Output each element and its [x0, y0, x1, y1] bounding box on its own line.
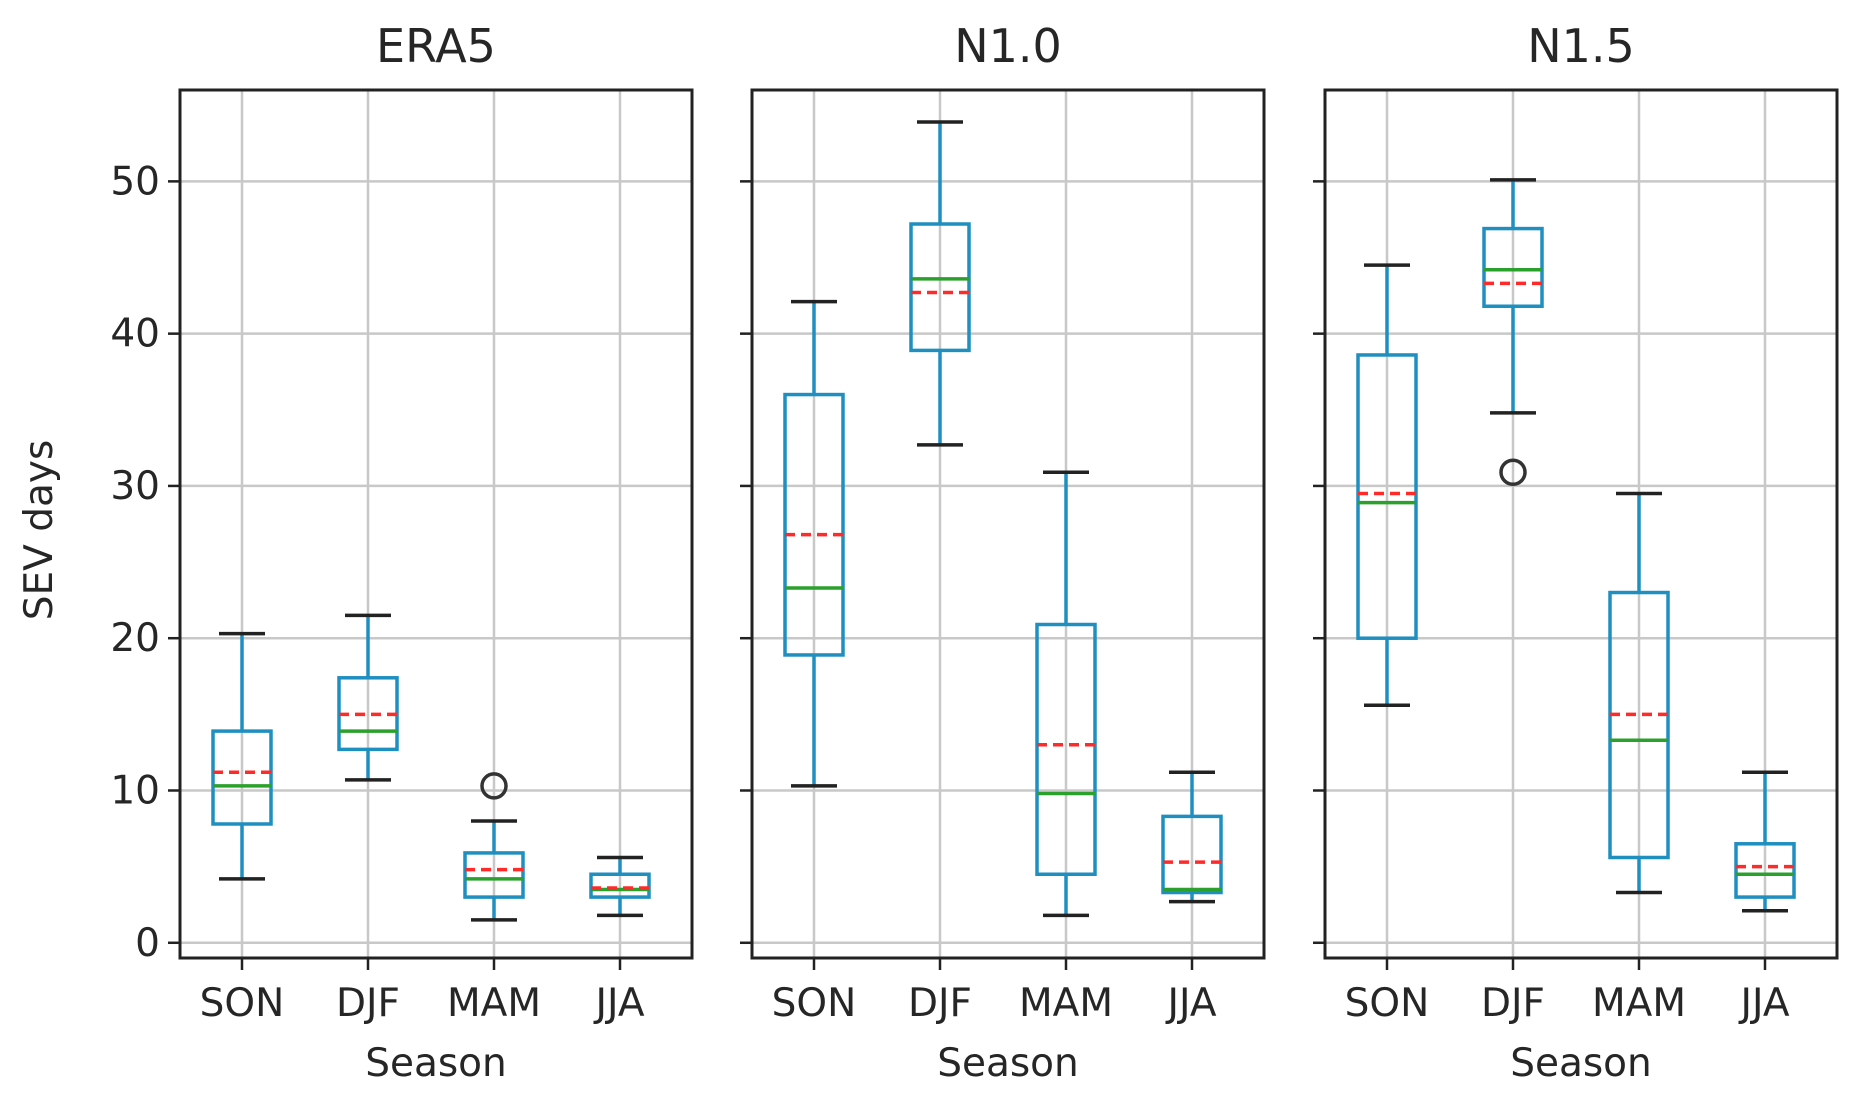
- y-tick-label-0: 0: [135, 921, 160, 966]
- iqr-box: [1482, 226, 1544, 308]
- x-tick-label-son: SON: [772, 981, 857, 1026]
- iqr-box: [211, 729, 273, 826]
- box-era5-jja: [589, 855, 651, 918]
- y-tick-label-10: 10: [110, 768, 160, 813]
- y-tick-label-20: 20: [110, 616, 160, 661]
- x-tick-label-son: SON: [200, 981, 285, 1026]
- x-axis-label: Season: [365, 1041, 507, 1086]
- iqr-box: [783, 392, 845, 657]
- panel-frame: [178, 88, 694, 960]
- x-tick-label-mam: MAM: [1019, 981, 1113, 1026]
- y-tick-label-50: 50: [110, 159, 160, 204]
- box-n1-0-son: [783, 299, 845, 788]
- panel-era5: ERA5 0 10 20 30 40 50 SON DJF MAM JJA Season: [110, 19, 694, 1086]
- panel-title: N1.0: [954, 19, 1062, 73]
- iqr-box: [1161, 814, 1223, 895]
- panel-title: ERA5: [376, 19, 496, 73]
- box-n1-5-son: [1356, 263, 1418, 707]
- box-n1-5-jja: [1734, 770, 1796, 913]
- iqr-box: [463, 851, 525, 899]
- x-tick-label-djf: DJF: [908, 981, 972, 1026]
- y-tick-label-30: 30: [110, 464, 160, 509]
- panel-frame: [750, 88, 1266, 960]
- panels: ERA5 0 10 20 30 40 50 SON DJF MAM JJA Season N1.0 SON…: [110, 19, 1839, 1086]
- x-tick-label-jja: JJA: [1165, 981, 1217, 1026]
- iqr-box: [1035, 622, 1097, 876]
- x-tick-label-mam: MAM: [447, 981, 541, 1026]
- x-axis-label: Season: [1510, 1041, 1652, 1086]
- x-tick-label-jja: JJA: [593, 981, 645, 1026]
- x-tick-label-son: SON: [1345, 981, 1430, 1026]
- panel-n1-5: N1.5 SON DJF MAM JJA Season: [1313, 19, 1839, 1086]
- box-n1-0-djf: [909, 120, 971, 447]
- box-n1-0-mam: [1035, 470, 1097, 918]
- y-tick-label-40: 40: [110, 312, 160, 357]
- x-tick-label-djf: DJF: [336, 981, 400, 1026]
- panel-n1-0: N1.0 SON DJF MAM JJA Season: [740, 19, 1266, 1086]
- x-tick-label-djf: DJF: [1481, 981, 1545, 1026]
- outlier-point: [1499, 458, 1527, 486]
- box-era5-son: [211, 631, 273, 881]
- outlier-point: [480, 772, 508, 800]
- x-tick-label-jja: JJA: [1738, 981, 1790, 1026]
- iqr-box: [1608, 590, 1670, 860]
- iqr-box: [589, 872, 651, 899]
- iqr-box: [1734, 842, 1796, 899]
- iqr-box: [909, 222, 971, 353]
- x-axis-label: Season: [937, 1041, 1079, 1086]
- box-n1-0-jja: [1161, 770, 1223, 904]
- box-era5-djf: [337, 613, 399, 782]
- box-n1-5-djf: [1482, 178, 1544, 486]
- y-axis-label: SEV days: [17, 440, 62, 621]
- box-era5-mam: [463, 772, 525, 922]
- x-tick-label-mam: MAM: [1592, 981, 1686, 1026]
- panel-title: N1.5: [1527, 19, 1635, 73]
- box-n1-5-mam: [1608, 491, 1670, 895]
- panel-frame: [1323, 88, 1839, 960]
- iqr-box: [1356, 353, 1418, 640]
